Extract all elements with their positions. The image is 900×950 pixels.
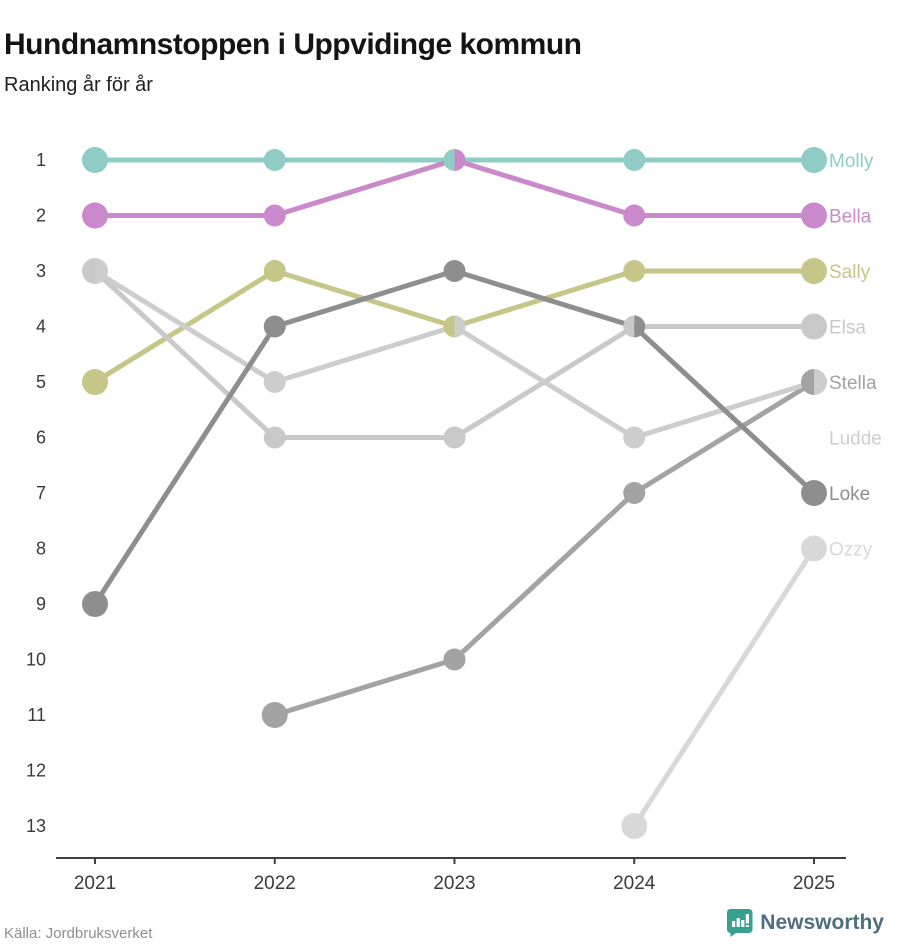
dot-ludde-2023 (454, 315, 466, 338)
source-note: Källa: Jordbruksverket (4, 925, 153, 942)
page-subtitle: Ranking år för år (4, 74, 153, 96)
dot-elsa-2021 (82, 258, 95, 284)
dot-bella-2022 (263, 204, 286, 227)
x-tick-label: 2025 (793, 873, 835, 894)
y-tick-label: 4 (36, 317, 46, 337)
dot-sally-2025 (801, 258, 827, 284)
dot-elsa-2023 (443, 426, 466, 449)
dot-ozzy-2024 (621, 813, 648, 839)
series-label-ludde: Ludde (829, 429, 882, 450)
dot-elsa-2024 (623, 315, 635, 338)
y-tick-label: 10 (26, 650, 46, 670)
dot-stella-2025 (801, 369, 814, 395)
dot-loke-2025 (801, 480, 827, 506)
y-tick-label: 13 (26, 816, 46, 836)
dot-elsa-2022 (263, 426, 286, 449)
dot-ozzy-2025 (801, 535, 827, 562)
brand-wordmark: Newsworthy (760, 910, 884, 934)
x-tick-label: 2021 (74, 873, 116, 894)
y-tick-label: 9 (36, 594, 46, 614)
dot-molly-2025 (801, 147, 827, 173)
brand-footer: Newsworthy (726, 908, 884, 937)
dot-ludde-2021 (95, 258, 108, 284)
y-tick-label: 2 (36, 206, 46, 226)
dot-loke-2023 (443, 260, 466, 282)
dot-ludde-2022 (263, 371, 286, 393)
y-tick-label: 6 (36, 428, 46, 448)
dot-molly-2022 (263, 149, 286, 171)
dot-sally-2024 (623, 260, 646, 282)
dot-loke-2021 (82, 591, 108, 617)
series-label-loke: Loke (829, 484, 870, 505)
y-tick-label: 7 (36, 483, 46, 503)
series-line-ozzy (632, 547, 817, 828)
series-label-stella: Stella (829, 373, 877, 394)
page-title: Hundnamnstoppen i Uppvidinge kommun (4, 28, 582, 62)
dot-stella-2022 (261, 702, 288, 728)
y-tick-label: 3 (36, 261, 46, 281)
dot-stella-2024 (623, 482, 646, 504)
dot-sally-2022 (263, 260, 286, 282)
dot-bella-2021 (82, 202, 108, 229)
series-line-elsa (93, 269, 814, 440)
series-label-sally: Sally (829, 262, 871, 283)
dot-bella-2023 (454, 149, 466, 171)
dot-elsa-2025 (801, 313, 827, 340)
dot-bella-2024 (623, 204, 646, 227)
dot-ludde-2024 (623, 426, 646, 449)
dot-molly-2021 (82, 147, 108, 173)
newsworthy-logo-icon (727, 909, 753, 937)
x-tick-label: 2023 (433, 873, 475, 894)
series-label-elsa: Elsa (829, 318, 866, 339)
dot-molly-2023 (443, 149, 455, 171)
series-line-stella (274, 379, 816, 718)
dot-stella-2023 (443, 648, 466, 671)
y-tick-label: 12 (26, 761, 46, 781)
dot-ludde-2025 (814, 369, 827, 395)
x-axis: 2021 2022 2023 2024 2025 (56, 857, 846, 894)
series-label-bella: Bella (829, 207, 872, 228)
series-label-molly: Molly (829, 151, 874, 172)
x-tick-label: 2024 (613, 873, 656, 894)
y-tick-label: 8 (36, 539, 46, 559)
series-dots (82, 147, 827, 839)
dot-bella-2025 (801, 202, 827, 229)
dot-loke-2024 (634, 315, 646, 338)
dot-sally-2021 (82, 369, 108, 395)
y-tick-label: 1 (36, 150, 46, 170)
x-tick-label: 2022 (254, 873, 296, 894)
y-tick-label: 11 (27, 705, 46, 725)
dot-molly-2024 (623, 149, 646, 171)
series-label-ozzy: Ozzy (829, 540, 873, 561)
dot-sally-2023 (443, 315, 455, 338)
series-lines (92, 157, 817, 828)
series-line-ludde (93, 268, 815, 440)
y-tick-label: 5 (36, 372, 46, 392)
series-labels: Molly Bella Sally Elsa Stella Ludde Loke Ozzy (829, 151, 882, 561)
dot-loke-2022 (263, 315, 286, 338)
